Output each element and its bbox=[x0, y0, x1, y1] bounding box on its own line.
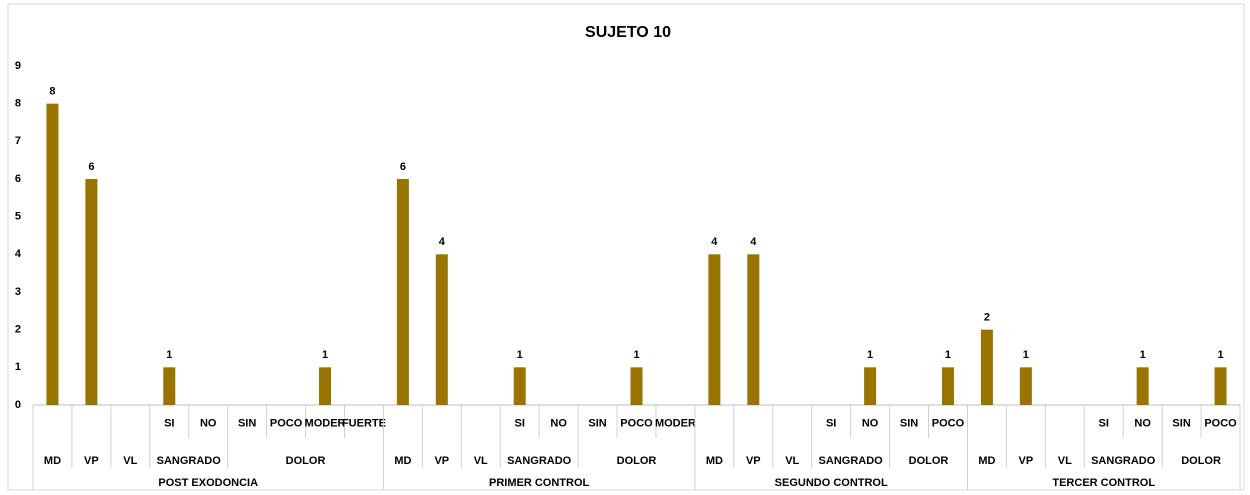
subgroup-label: DOLOR bbox=[286, 455, 326, 467]
bar bbox=[864, 367, 877, 405]
data-label: 1 bbox=[945, 349, 951, 361]
y-tick-label: 2 bbox=[15, 324, 21, 336]
category-label: VL bbox=[123, 455, 137, 467]
category-label: SIN bbox=[588, 417, 606, 429]
data-label: 1 bbox=[633, 349, 639, 361]
category-label: POCO bbox=[620, 417, 653, 429]
data-label: 8 bbox=[49, 86, 55, 98]
category-label: SI bbox=[1099, 417, 1109, 429]
category-label: MD bbox=[44, 455, 61, 467]
y-tick-label: 8 bbox=[15, 98, 21, 110]
category-label: SIN bbox=[900, 417, 918, 429]
category-label: POCO bbox=[270, 417, 303, 429]
data-label: 4 bbox=[439, 236, 446, 248]
bar bbox=[1019, 367, 1032, 405]
category-label: FUERTE bbox=[342, 417, 386, 429]
y-tick-label: 4 bbox=[15, 248, 22, 260]
subgroup-label: SANGRADO bbox=[507, 455, 572, 467]
data-label: 4 bbox=[711, 236, 718, 248]
data-label: 1 bbox=[1140, 349, 1146, 361]
bar bbox=[46, 103, 59, 406]
category-label: POCO bbox=[1204, 417, 1237, 429]
y-tick-label: 1 bbox=[15, 361, 21, 373]
y-tick-label: 5 bbox=[15, 211, 21, 223]
chart-border bbox=[7, 3, 1245, 491]
category-label: VP bbox=[434, 455, 449, 467]
bar bbox=[396, 179, 409, 405]
group-label: PRIMER CONTROL bbox=[489, 477, 590, 489]
category-label: NO bbox=[862, 417, 879, 429]
category-label: VL bbox=[785, 455, 799, 467]
group-label: SEGUNDO CONTROL bbox=[775, 477, 888, 489]
category-label: VL bbox=[474, 455, 488, 467]
category-label: VP bbox=[746, 455, 761, 467]
bar bbox=[1136, 367, 1149, 405]
data-label: 1 bbox=[517, 349, 523, 361]
data-label: 4 bbox=[750, 236, 757, 248]
category-label: POCO bbox=[932, 417, 965, 429]
data-label: 2 bbox=[984, 312, 990, 324]
y-tick-label: 9 bbox=[15, 60, 21, 72]
data-label: 6 bbox=[400, 161, 406, 173]
bar bbox=[319, 367, 332, 405]
subgroup-label: DOLOR bbox=[909, 455, 949, 467]
category-label: SIN bbox=[238, 417, 256, 429]
group-label: POST EXODONCIA bbox=[158, 477, 258, 489]
data-label: 1 bbox=[1023, 349, 1029, 361]
bar bbox=[513, 367, 526, 405]
data-label: 1 bbox=[322, 349, 328, 361]
category-label: VL bbox=[1058, 455, 1072, 467]
category-label: SI bbox=[514, 417, 524, 429]
data-label: 1 bbox=[166, 349, 172, 361]
category-label: SIN bbox=[1172, 417, 1190, 429]
subgroup-label: SANGRADO bbox=[819, 455, 884, 467]
group-label: TERCER CONTROL bbox=[1052, 477, 1155, 489]
data-label: 6 bbox=[88, 161, 94, 173]
data-label: 1 bbox=[867, 349, 873, 361]
y-tick-label: 7 bbox=[15, 135, 21, 147]
category-label: MD bbox=[706, 455, 723, 467]
bar bbox=[747, 254, 760, 405]
category-label: MODER bbox=[655, 417, 696, 429]
bar bbox=[630, 367, 643, 405]
subgroup-label: DOLOR bbox=[617, 455, 657, 467]
data-label: 1 bbox=[1217, 349, 1223, 361]
category-label: NO bbox=[1134, 417, 1151, 429]
bar bbox=[85, 179, 98, 405]
category-label: NO bbox=[550, 417, 567, 429]
category-label: SI bbox=[826, 417, 836, 429]
y-tick-label: 0 bbox=[15, 399, 21, 411]
bar bbox=[1214, 367, 1227, 405]
y-tick-label: 6 bbox=[15, 173, 21, 185]
category-label: SI bbox=[164, 417, 174, 429]
subgroup-label: DOLOR bbox=[1181, 455, 1221, 467]
category-label: MD bbox=[978, 455, 995, 467]
category-label: MODER bbox=[305, 417, 346, 429]
bar bbox=[980, 329, 993, 405]
bar bbox=[435, 254, 448, 405]
subgroup-label: SANGRADO bbox=[157, 455, 222, 467]
category-label: VP bbox=[1019, 455, 1034, 467]
bar bbox=[941, 367, 954, 405]
bar bbox=[163, 367, 176, 405]
bar bbox=[708, 254, 721, 405]
category-label: NO bbox=[200, 417, 217, 429]
chart-title: SUJETO 10 bbox=[585, 24, 671, 41]
category-label: VP bbox=[84, 455, 99, 467]
y-tick-label: 3 bbox=[15, 286, 21, 298]
subgroup-label: SANGRADO bbox=[1091, 455, 1156, 467]
category-label: MD bbox=[394, 455, 411, 467]
